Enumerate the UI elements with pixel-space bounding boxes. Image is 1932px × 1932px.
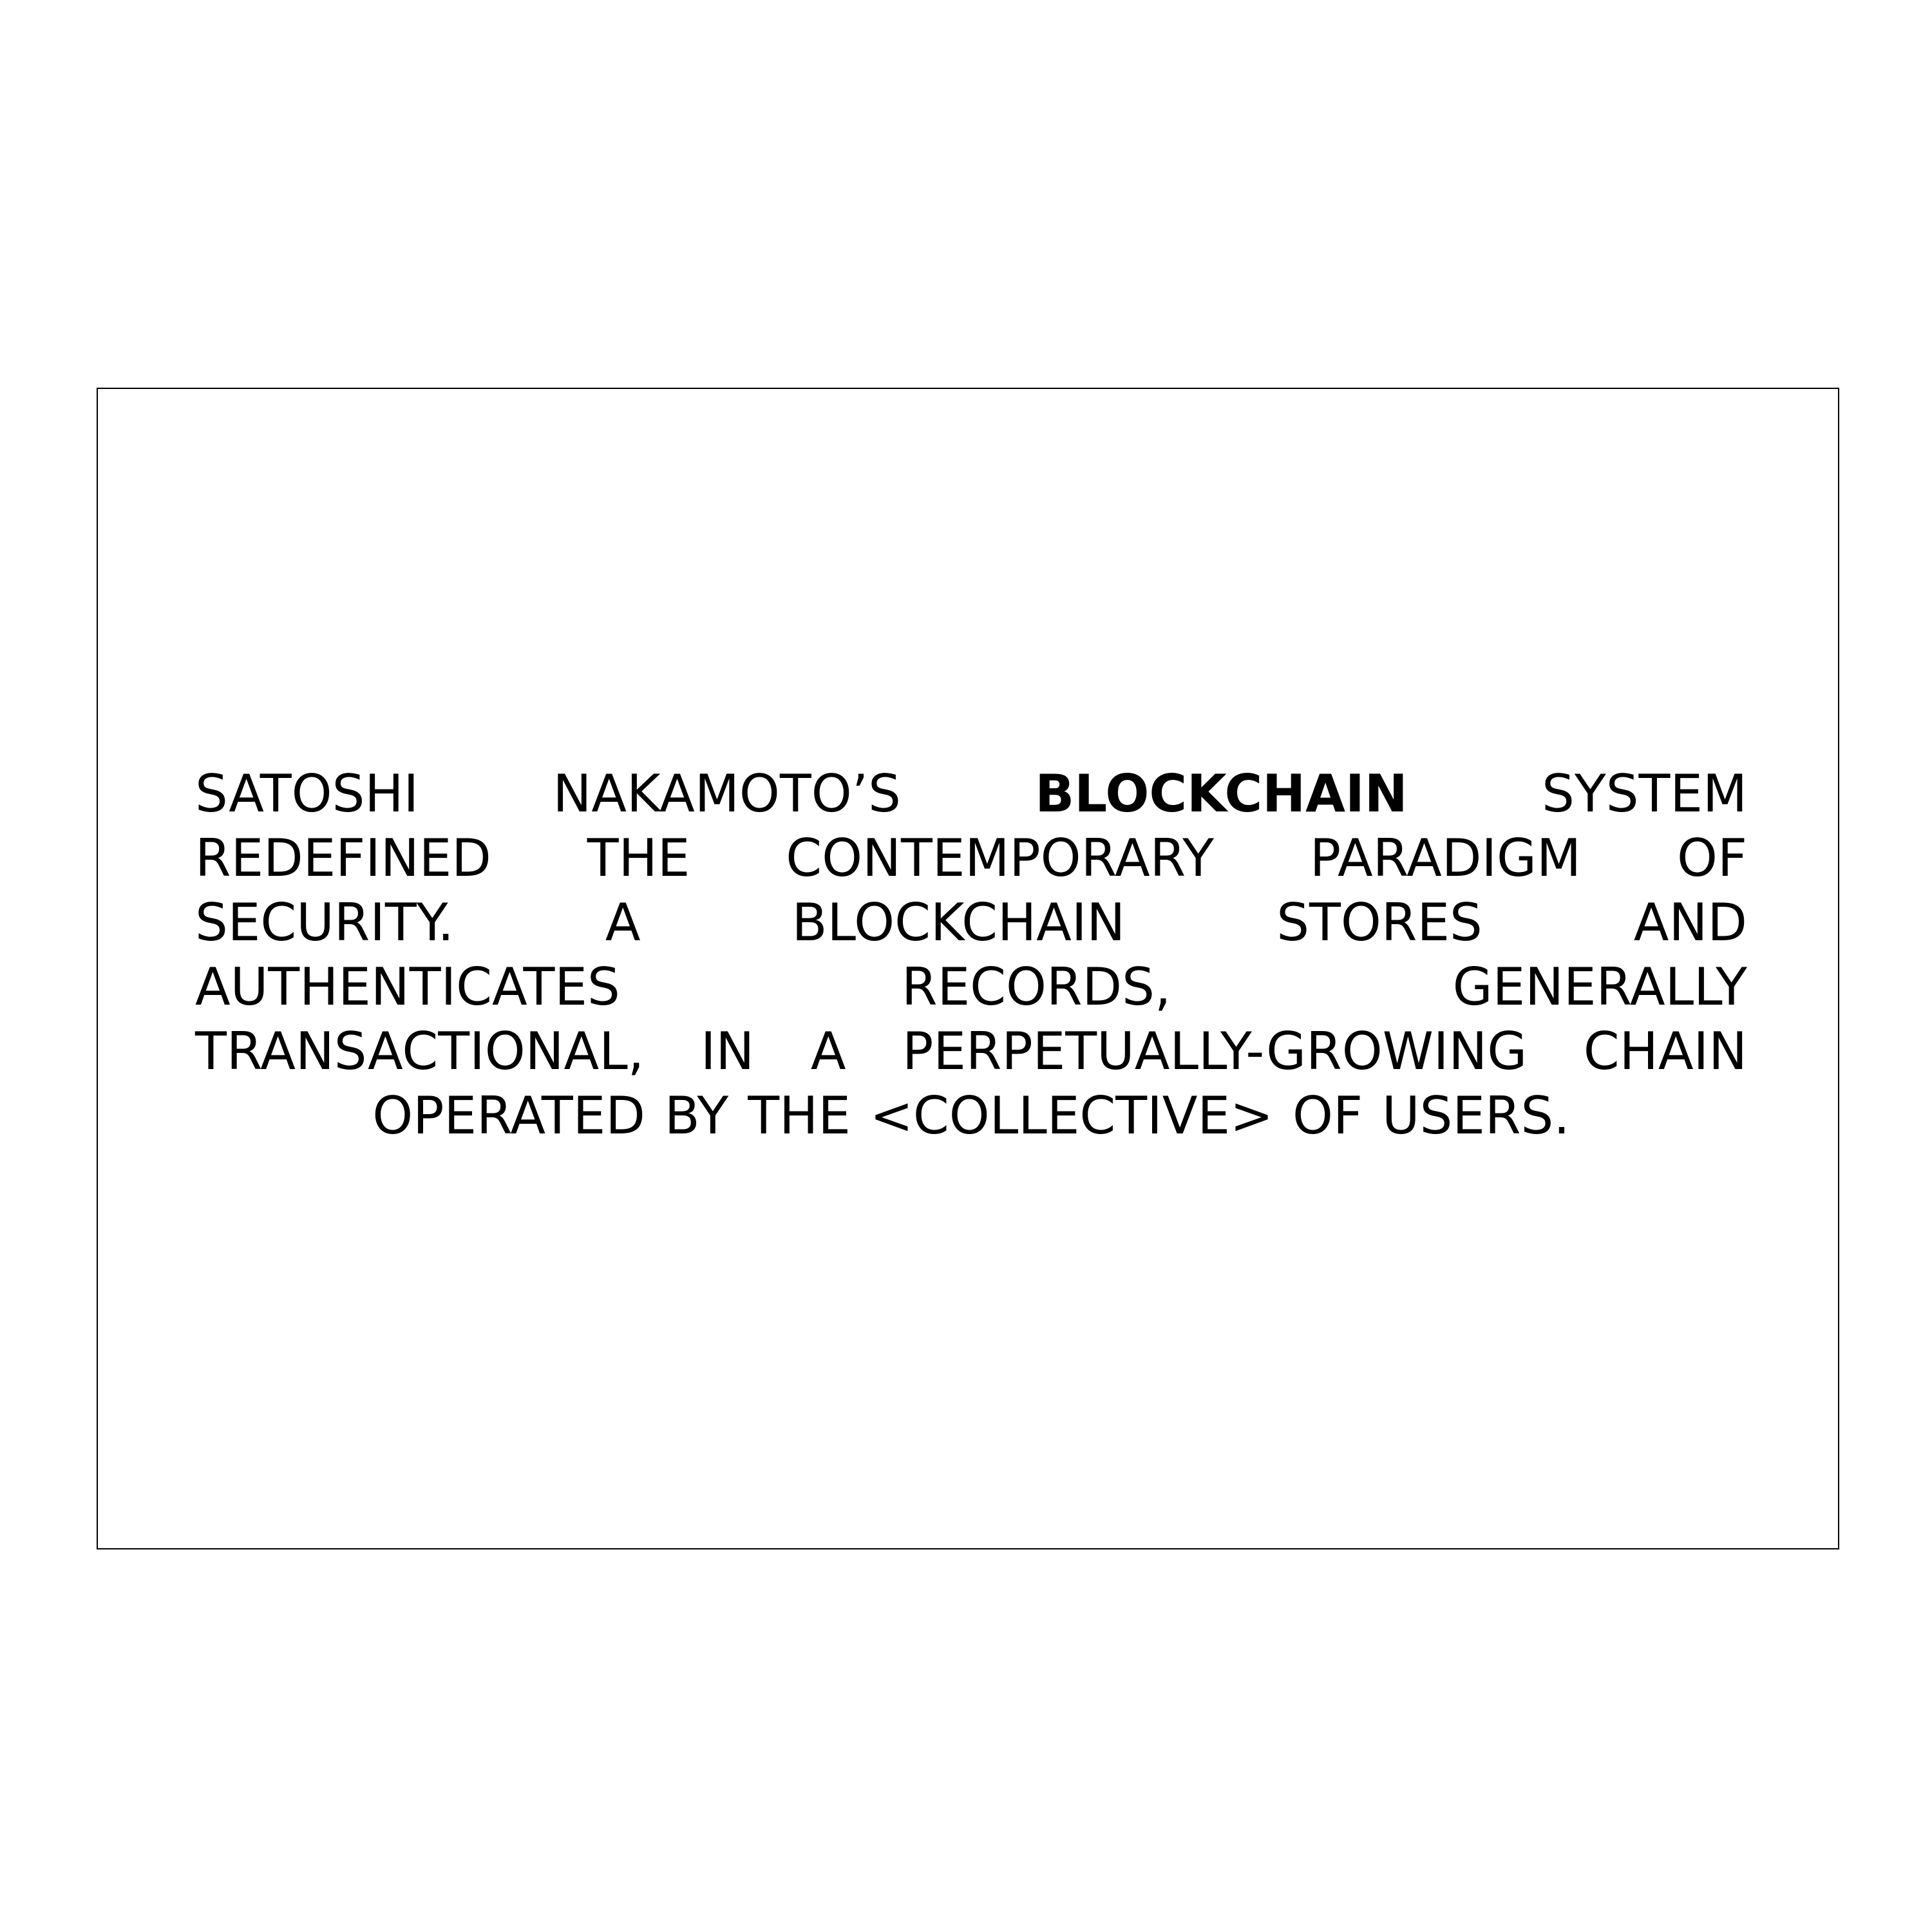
word: OF [1293, 1086, 1363, 1146]
word: PERPETUALLY-GROWING [902, 1021, 1528, 1081]
paragraph-line: TRANSACTIONAL, IN A PERPETUALLY-GROWING … [195, 1019, 1747, 1084]
word: <COLLECTIVE> [869, 1086, 1274, 1146]
word: OPERATED [372, 1086, 645, 1146]
paragraph-line: SATOSHI NAKAMOTO’S BLOCKCHAIN SYSTEM [195, 762, 1747, 826]
word: SECURITY. [195, 893, 454, 952]
word: USERS. [1382, 1086, 1570, 1146]
word: BY [664, 1086, 729, 1146]
paragraph-line: REDEFINED THE CONTEMPORARY PARADIGM OF [195, 826, 1747, 891]
word: SATOSHI [195, 764, 419, 824]
word: OF [1676, 828, 1747, 888]
word: THE [748, 1086, 851, 1146]
word: REDEFINED [195, 828, 491, 888]
word: NAKAMOTO’S [553, 764, 901, 824]
word: PARADIGM [1309, 828, 1582, 888]
word-emphasized: BLOCKCHAIN [1035, 764, 1408, 824]
word: CHAIN [1583, 1021, 1747, 1081]
paragraph-line: AUTHENTICATES RECORDS, GENERALLY [195, 955, 1747, 1019]
word: A [810, 1021, 846, 1081]
word: SYSTEM [1542, 764, 1747, 824]
word: GENERALLY [1452, 957, 1747, 1017]
word: RECORDS, [901, 957, 1171, 1017]
body-paragraph: SATOSHI NAKAMOTO’S BLOCKCHAIN SYSTEM RED… [195, 762, 1747, 1148]
word: CONTEMPORARY [786, 828, 1215, 888]
word: A [605, 893, 641, 952]
word: AUTHENTICATES [195, 957, 620, 1017]
word: BLOCKCHAIN [791, 893, 1126, 952]
word: AND [1633, 893, 1747, 952]
word: THE [587, 828, 690, 888]
paragraph-line: SECURITY. A BLOCKCHAIN STORES AND [195, 891, 1747, 955]
word: IN [700, 1021, 755, 1081]
paragraph-last-line: OPERATED BY THE <COLLECTIVE> OF USERS. [195, 1084, 1747, 1148]
word: TRANSACTIONAL, [195, 1021, 645, 1081]
word: STORES [1276, 893, 1482, 952]
text-frame [97, 388, 1839, 1549]
